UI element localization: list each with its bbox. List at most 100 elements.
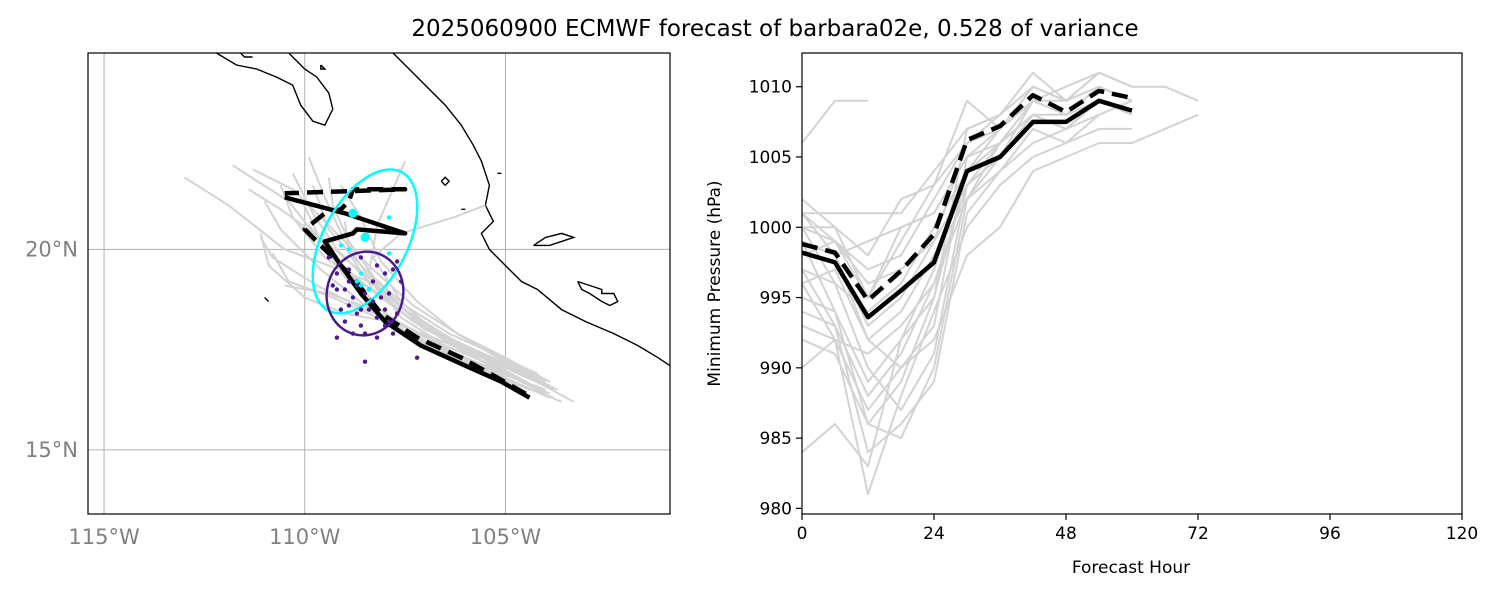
purple-point [334,271,340,276]
purple-point [354,311,360,316]
ensemble-track [284,284,551,399]
cyan-point [366,287,372,292]
map-y-tick-label: 15°N [25,438,78,462]
purple-point [382,307,388,312]
ensemble-pressure-line [802,99,868,144]
coastline-segment [392,53,670,367]
x-tick-label: 72 [1187,524,1209,544]
purple-point [370,279,376,284]
purple-point [394,311,400,316]
purple-point [374,315,380,320]
purple-point [342,319,348,324]
y-tick-label: 990 [760,359,792,379]
ensemble-pressure-line [802,114,1100,341]
ensemble-pressure-line [802,99,1067,313]
purple-point [334,335,340,340]
ensemble-pressure-line [802,99,1133,454]
coastline-segment [577,280,619,307]
ensemble-pressure-lines [802,71,1199,496]
purple-point [358,255,364,260]
purple-point [362,331,368,336]
ensemble-pressure-line [802,71,1100,271]
coastline-segment [216,53,334,127]
ensemble-track [343,221,547,387]
purple-point [346,279,352,284]
map-gridlines [88,53,670,514]
purple-point [414,355,420,360]
purple-point [350,295,356,300]
ensemble-pressure-line [802,127,1132,496]
coastline-segment [264,297,270,302]
purple-point [342,287,348,292]
map-tick-labels: 115°W 110°W 105°W 20°N 15°N [25,237,541,549]
purple-point [386,319,392,324]
x-tick-label: 120 [1446,524,1478,544]
y-tick-label: 985 [760,429,792,449]
x-tick-label: 24 [923,524,945,544]
purple-point [394,259,400,264]
y-tick-label: 1000 [749,218,792,238]
cyan-point [346,247,352,252]
purple-point [330,283,335,288]
purple-point [354,283,360,288]
cyan-point [338,243,344,248]
ensemble-tracks [183,156,575,403]
purple-point [362,291,368,296]
mean-track-dashed [284,187,527,396]
purple-point [390,331,396,336]
map-frame [87,52,671,515]
purple-point [358,323,364,328]
pressure-plot-content [802,71,1199,496]
coastline [216,53,670,367]
purple-point [382,271,388,276]
cyan-point [348,208,358,218]
purple-point [346,267,352,272]
map-x-tick-label: 110°W [269,525,341,549]
x-tick-label: 48 [1055,524,1077,544]
purple-point [358,307,364,312]
mean-pressure-solid [802,98,1133,320]
purple-point [338,307,344,312]
mean-pressure-dashed [802,88,1133,303]
purple-point [398,279,404,284]
y-tick-label: 1010 [749,78,792,98]
x-tick-label: 96 [1319,524,1341,544]
ensemble-track [372,204,534,387]
pressure-plot-frame [801,52,1463,515]
mean-tracks [284,187,531,400]
map-content [183,53,670,403]
purple-point [350,331,356,336]
coastline-segment [240,53,253,58]
cyan-point [354,279,360,284]
ensemble-track [311,184,538,375]
cyan-point [386,251,392,256]
y-axis-label: Minimum Pressure (hPa) [705,180,725,386]
x-tick-label: 0 [797,524,808,544]
map-x-tick-label: 115°W [68,525,140,549]
coastline-segment [440,176,451,187]
pressure-plot-ticks: 0 24 48 72 96 120 980 985 990 995 1000 1005 1010 [749,78,1478,544]
purple-point [326,255,331,260]
mean-pressure-lines [802,88,1133,320]
ensemble-pressure-line [802,113,1199,411]
position-points [326,208,420,364]
purple-point [362,359,368,364]
cyan-point [386,215,392,220]
purple-point [366,307,372,312]
y-tick-label: 1005 [749,148,792,168]
map-x-tick-label: 105°W [470,525,542,549]
pressure-plot-panel: 0 24 48 72 96 120 980 985 990 995 1000 1005 1010 For… [705,52,1478,578]
y-tick-label: 995 [760,289,792,309]
purple-point [370,299,376,304]
cyan-point [358,283,364,288]
coastline-segment [320,64,327,70]
cyan-point [360,232,370,242]
track-map-panel: 115°W 110°W 105°W 20°N 15°N [25,52,671,549]
ensemble-pressure-line [802,85,1067,425]
purple-point [386,291,392,296]
ensemble-pressure-line [802,114,1034,355]
purple-point [378,295,384,300]
purple-point [374,263,380,268]
purple-point [334,287,340,292]
